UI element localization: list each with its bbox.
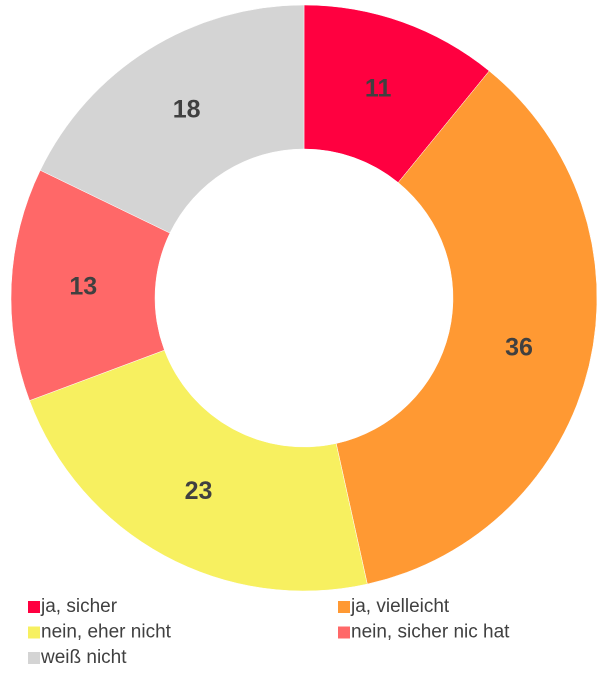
legend-label: ja, vielleicht (350, 596, 450, 617)
legend-swatch (338, 626, 350, 639)
legend-swatch (338, 601, 350, 613)
data-label: 36 (505, 334, 533, 362)
data-label: 18 (173, 95, 201, 123)
legend-swatch (28, 626, 40, 639)
data-label: 13 (69, 272, 97, 300)
slice (29, 349, 368, 592)
legend-label: weiß nicht (40, 647, 127, 668)
legend-label: ja, sicher (40, 596, 118, 617)
data-label: 23 (185, 477, 213, 505)
legend-label: nein, eher nicht (41, 622, 172, 643)
data-label: 11 (365, 74, 392, 102)
legend-swatch (28, 652, 40, 664)
legend-label: nein, sicher nic hat (351, 622, 510, 643)
slice (10, 169, 171, 401)
legend-swatch (28, 601, 40, 613)
slice (335, 70, 597, 585)
slice (39, 4, 305, 234)
